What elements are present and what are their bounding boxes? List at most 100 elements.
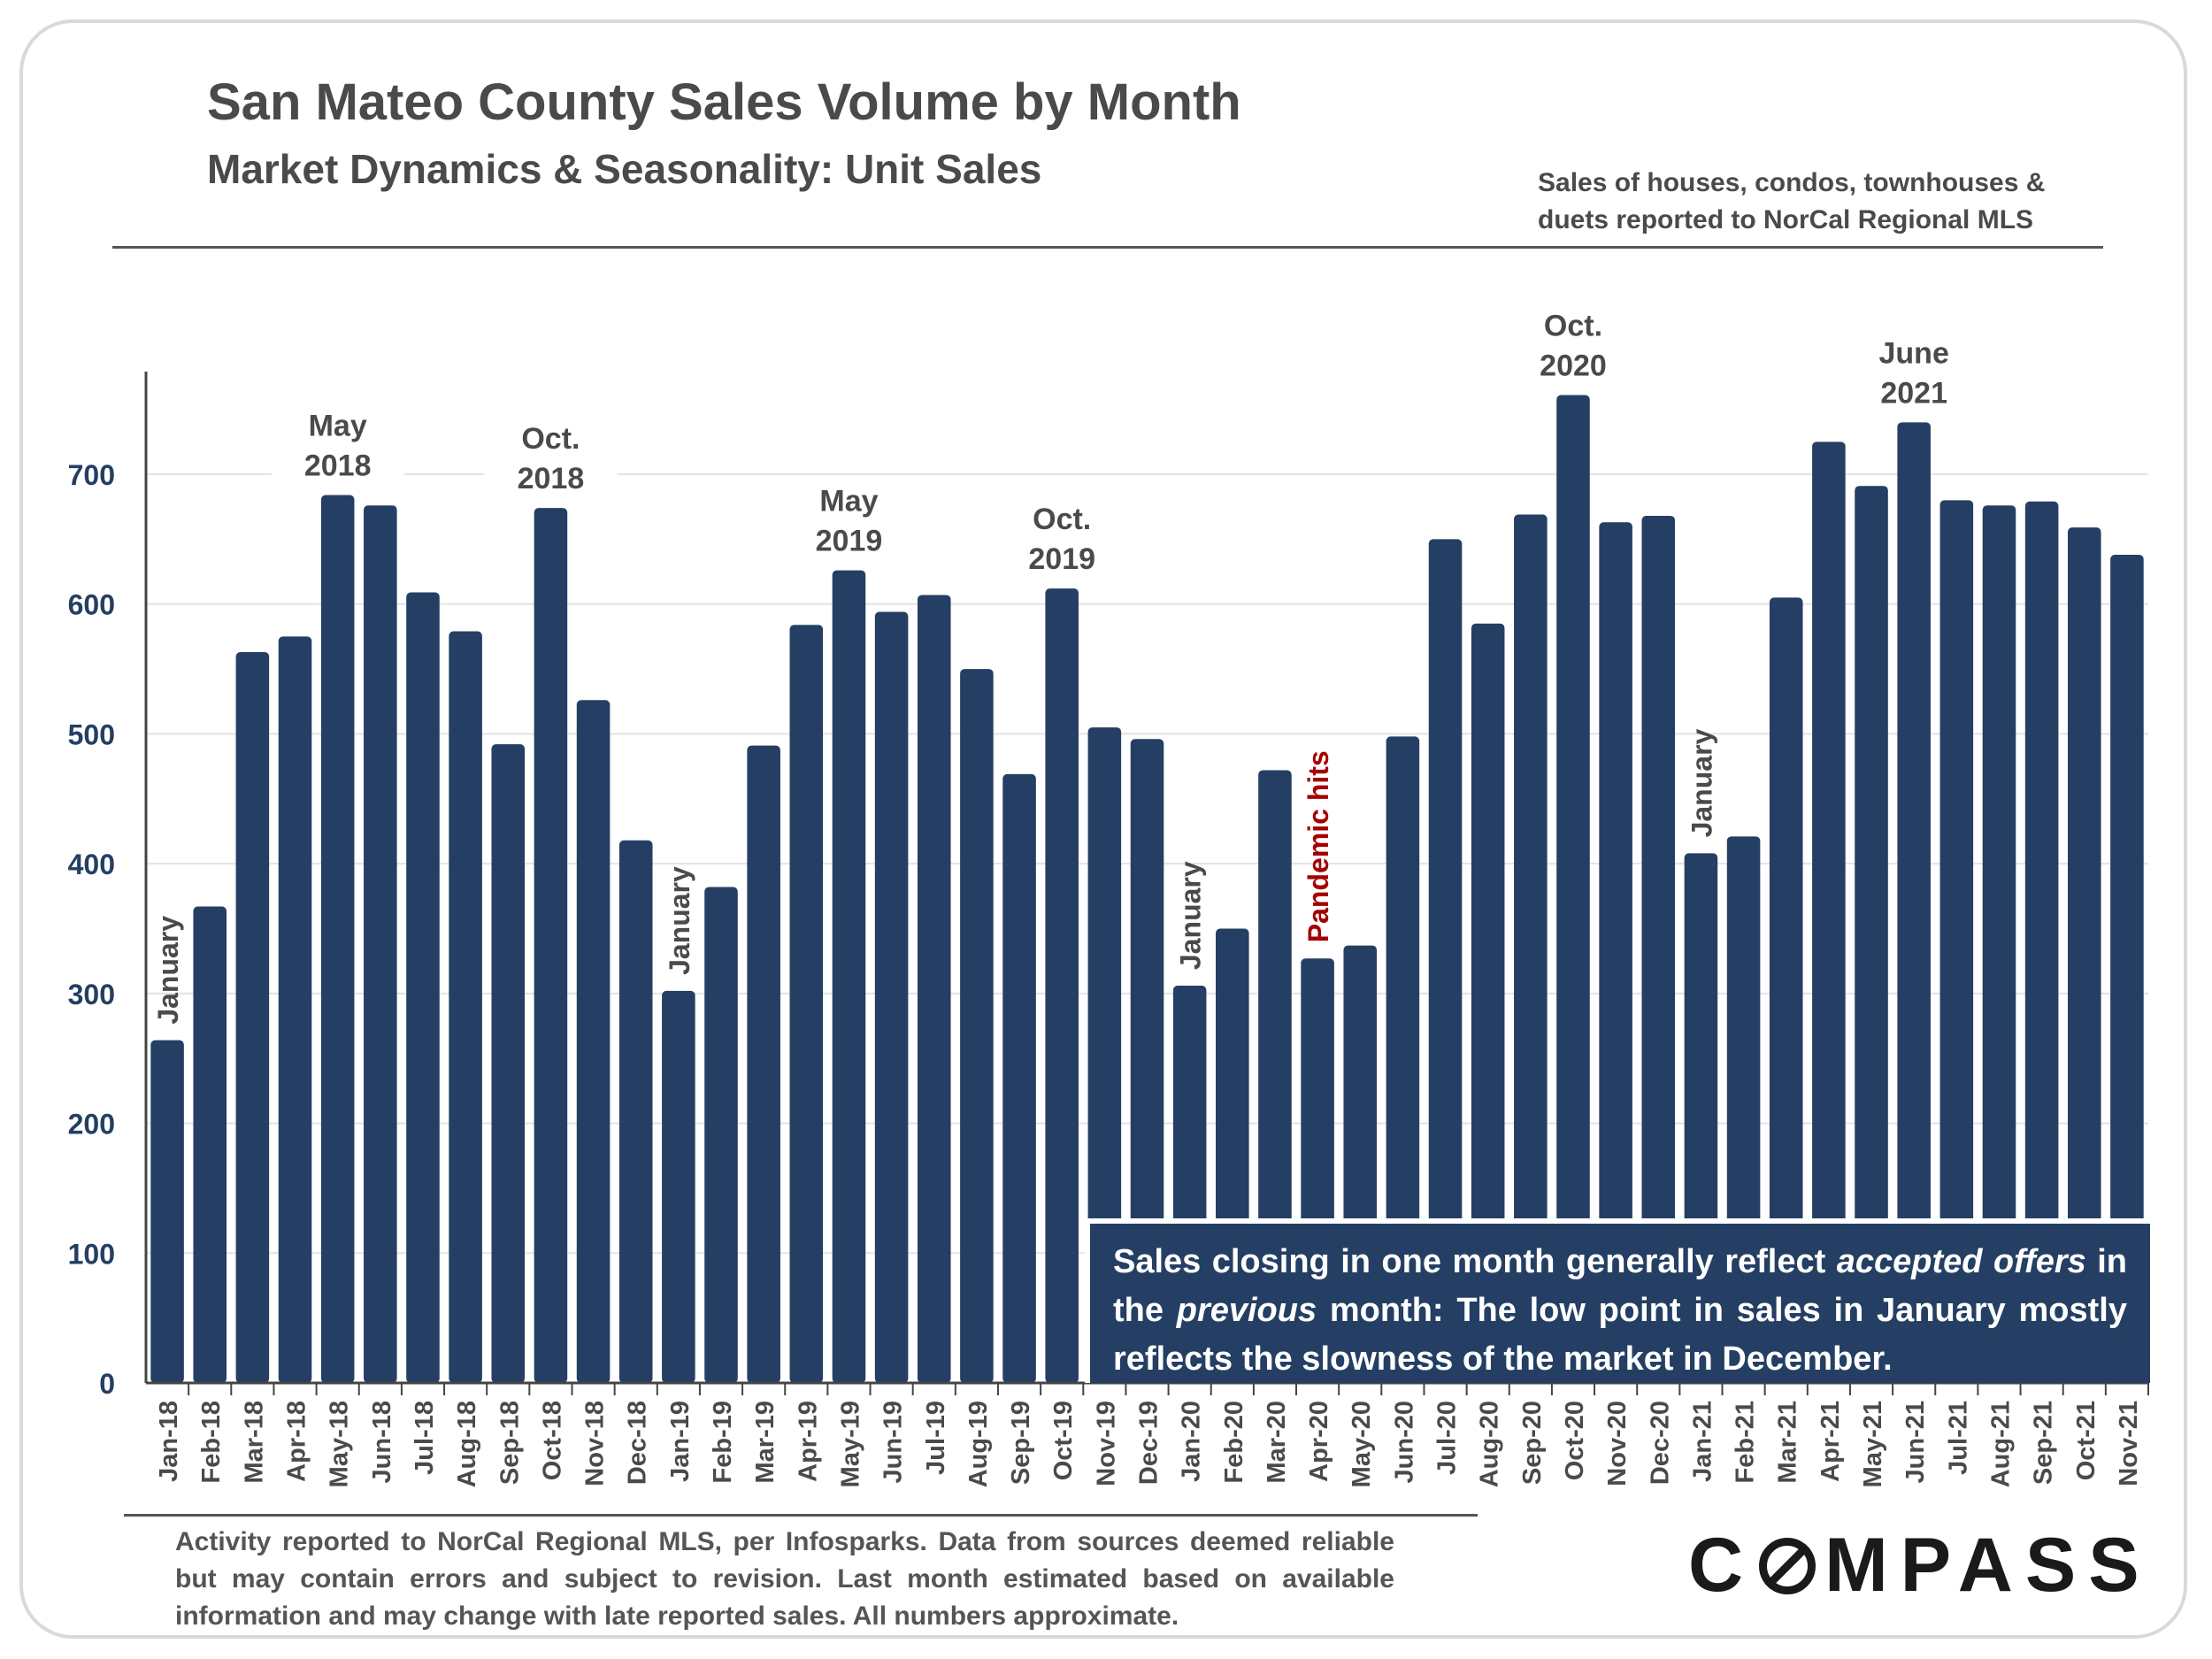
logo-text-rest: MPASS <box>1824 1523 2152 1608</box>
footnote: Activity reported to NorCal Regional MLS… <box>175 1527 1394 1631</box>
annotation-background <box>271 402 404 491</box>
bar <box>576 700 611 1383</box>
x-tick-label: Jul-21 <box>1944 1401 1972 1475</box>
x-tick-label: Mar-20 <box>1263 1401 1291 1484</box>
bar <box>1641 515 1676 1383</box>
bar <box>235 651 270 1383</box>
annotation-label: Oct. <box>1544 310 1602 343</box>
bar <box>1514 514 1548 1383</box>
bar <box>1471 623 1505 1383</box>
january-annotation: January <box>152 916 184 1025</box>
header-divider <box>112 246 2103 249</box>
january-annotation: January <box>664 866 695 975</box>
x-tick-label: Dec-20 <box>1646 1401 1674 1485</box>
annotation-label: May <box>819 485 878 518</box>
annotation-background <box>484 415 618 504</box>
bar <box>1939 500 1974 1383</box>
annotation-label: May <box>309 409 367 442</box>
x-tick-label: Nov-19 <box>1092 1401 1120 1486</box>
bar <box>2067 527 2101 1383</box>
callout-em-2: previous <box>1176 1292 1317 1329</box>
x-tick-label: Nov-20 <box>1603 1401 1632 1486</box>
bar <box>2024 501 2059 1383</box>
x-tick-label: Jul-19 <box>922 1401 950 1475</box>
x-tick-label: Oct-18 <box>538 1401 566 1480</box>
annotation-label: June <box>1879 336 1949 370</box>
x-tick-label: Feb-19 <box>709 1401 737 1483</box>
x-tick-label: Jun-21 <box>1901 1401 1930 1483</box>
january-annotation: January <box>1175 861 1207 970</box>
y-tick-label: 600 <box>68 589 115 621</box>
x-tick-label: Jan-18 <box>155 1401 183 1482</box>
x-tick-label: Feb-18 <box>197 1401 226 1483</box>
logo-text-c: C <box>1688 1523 1756 1608</box>
callout-box: Sales closing in one month generally ref… <box>1085 1218 2150 1383</box>
x-tick-label: Mar-18 <box>240 1401 268 1484</box>
bar <box>1045 588 1079 1383</box>
x-tick-label: Jul-20 <box>1433 1401 1462 1475</box>
bar <box>917 595 951 1383</box>
x-tick-label: Oct-19 <box>1049 1401 1078 1480</box>
x-tick-label: Aug-21 <box>1986 1401 2015 1487</box>
annotation-label: Oct. <box>521 422 580 456</box>
bar <box>662 990 695 1383</box>
x-tick-label: Mar-21 <box>1774 1401 1802 1484</box>
compass-o-icon <box>1759 1538 1816 1594</box>
x-tick-label: Apr-20 <box>1305 1401 1333 1482</box>
annotation-background <box>1506 302 1640 391</box>
bar <box>2110 554 2144 1383</box>
pandemic-annotation: Pandemic hits <box>1302 750 1334 942</box>
x-tick-label: Oct-20 <box>1561 1401 1589 1480</box>
annotation-label: 2019 <box>816 525 883 558</box>
bar <box>193 906 227 1383</box>
annotation-label: Oct. <box>1033 503 1091 536</box>
x-tick-label: Sep-21 <box>2030 1401 2058 1485</box>
chart-subtitle: Market Dynamics & Seasonality: Unit Sale… <box>207 146 1042 192</box>
bar <box>874 611 909 1383</box>
bar <box>832 570 866 1383</box>
y-tick-label: 700 <box>68 459 115 491</box>
bar <box>1769 597 1803 1383</box>
x-tick-label: Feb-21 <box>1732 1401 1760 1483</box>
bar <box>364 505 397 1383</box>
y-tick-label: 100 <box>68 1238 115 1270</box>
x-tick-label: Apr-18 <box>283 1401 311 1482</box>
annotation-background <box>995 495 1129 585</box>
x-tick-label: Jul-18 <box>411 1401 439 1475</box>
bar <box>1599 522 1632 1383</box>
x-tick-label: Sep-20 <box>1518 1401 1547 1485</box>
annotation-background <box>1847 329 1981 419</box>
annotation-label: 2018 <box>518 462 585 495</box>
annotation-label: 2020 <box>1540 349 1607 383</box>
bar <box>747 745 780 1383</box>
bar <box>1855 486 1888 1383</box>
compass-logo: C MPASS <box>1688 1522 2152 1609</box>
x-tick-label: May-18 <box>326 1401 354 1487</box>
y-tick-label: 500 <box>68 718 115 750</box>
annotation-label: 2019 <box>1028 542 1095 576</box>
bar <box>1982 505 2016 1383</box>
x-tick-label: Feb-20 <box>1220 1401 1248 1483</box>
source-note-line-1: Sales of houses, condos, townhouses & <box>1538 168 2046 197</box>
x-tick-label: May-19 <box>836 1401 864 1487</box>
x-tick-label: Jan-21 <box>1688 1401 1717 1482</box>
y-tick-label: 0 <box>99 1368 115 1400</box>
bar <box>704 887 738 1383</box>
x-tick-label: Dec-18 <box>624 1401 652 1485</box>
x-tick-label: Aug-20 <box>1476 1401 1504 1487</box>
x-tick-label: Jun-18 <box>368 1401 396 1483</box>
january-annotation: January <box>1686 728 1717 837</box>
x-tick-label: Apr-19 <box>794 1401 822 1482</box>
x-tick-label: May-20 <box>1348 1401 1376 1487</box>
bar <box>618 840 653 1383</box>
x-tick-label: Mar-19 <box>751 1401 780 1484</box>
annotation-label: 2021 <box>1880 376 1947 410</box>
bar <box>491 744 526 1383</box>
x-tick-label: Jan-19 <box>666 1401 695 1482</box>
x-tick-label: Sep-19 <box>1007 1401 1035 1485</box>
chart-title: San Mateo County Sales Volume by Month <box>207 73 1241 131</box>
bar <box>150 1040 184 1383</box>
footer-divider <box>124 1514 1478 1517</box>
x-tick-label: Nov-21 <box>2115 1401 2143 1486</box>
